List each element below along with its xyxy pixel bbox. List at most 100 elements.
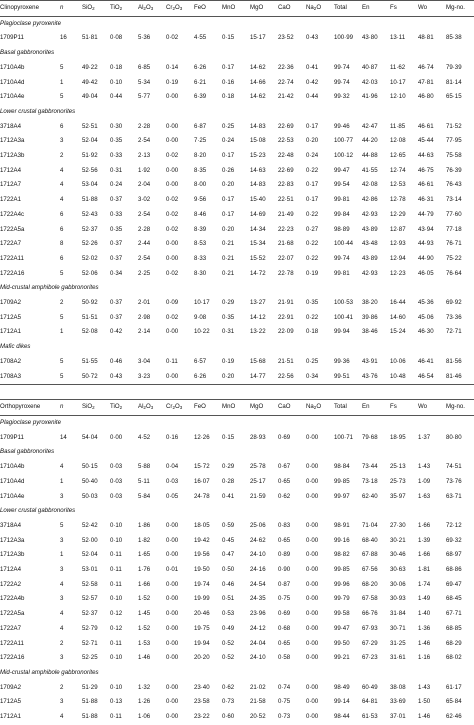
value-cell: 39·86 — [362, 313, 378, 321]
value-cell: 99·84 — [334, 210, 350, 218]
value-cell: 0·00 — [306, 624, 319, 632]
value-cell: 4 — [60, 624, 64, 632]
value-cell: 15·68 — [250, 357, 266, 365]
value-cell: 4 — [60, 713, 64, 721]
value-cell: 0·00 — [306, 683, 319, 691]
value-cell: 68·20 — [362, 580, 378, 588]
value-cell: 6·21 — [194, 78, 207, 86]
table-row: 1712A3b 1 52·04 0·11 1·65 0·00 19·56 0·47 24·10 0… — [0, 548, 474, 563]
value-cell: 0·15 — [222, 433, 235, 441]
group-label: Mid-crustal amphibole gabbronorites — [0, 668, 99, 676]
value-cell: 0·02 — [166, 34, 179, 42]
value-cell: 0·18 — [222, 93, 235, 101]
value-cell: 0·35 — [222, 313, 235, 321]
value-cell: 42·86 — [362, 196, 378, 204]
table-row: 1712A3a 3 52·04 0·35 2·54 0·00 7·25 0·24 15·08 22… — [0, 134, 474, 149]
value-cell: 0·00 — [166, 166, 179, 174]
value-cell: 67·93 — [362, 624, 378, 632]
value-cell: 0·00 — [306, 433, 319, 441]
value-cell: 52·56 — [82, 166, 98, 174]
value-cell: 21·49 — [278, 210, 294, 218]
value-cell: 22·07 — [278, 254, 294, 262]
value-cell: 4 — [60, 181, 64, 189]
group-heading: Mid-crustal amphibole gabbronorites — [0, 666, 474, 681]
value-cell: 0·24 — [306, 152, 319, 160]
value-cell: 1·32 — [138, 683, 151, 691]
value-cell: 43·91 — [362, 357, 378, 365]
value-cell: 0·20 — [222, 225, 235, 233]
value-cell: 52·00 — [82, 536, 98, 544]
value-cell: 0·03 — [110, 477, 123, 485]
value-cell: 51·55 — [82, 357, 98, 365]
value-cell: 52·02 — [82, 254, 98, 262]
value-cell: 45·06 — [418, 313, 434, 321]
table-row: 1722A7 8 52·26 0·37 2·44 0·00 8·53 0·21 15·34 21·… — [0, 237, 474, 252]
value-cell: 1·45 — [138, 610, 151, 618]
value-cell: 51·29 — [82, 683, 98, 691]
value-cell: 2·44 — [138, 240, 151, 248]
value-cell: 43·76 — [362, 372, 378, 380]
value-cell: 31·84 — [390, 610, 406, 618]
value-cell: 99·47 — [334, 166, 350, 174]
value-cell: 69·32 — [446, 536, 462, 544]
value-cell: 52·37 — [82, 610, 98, 618]
value-cell: 1·53 — [138, 639, 151, 647]
value-cell: 4 — [60, 610, 64, 618]
value-cell: 0·26 — [222, 166, 235, 174]
value-cell: 46·61 — [418, 122, 434, 130]
value-cell: 22·53 — [278, 137, 294, 145]
column-header: Mg-no. — [446, 399, 474, 416]
value-cell: 0·01 — [166, 566, 179, 574]
value-cell: 51·51 — [82, 313, 98, 321]
table-row: 3718A4 6 52·51 0·30 2·28 0·00 6·87 0·25 14·83 22·… — [0, 120, 474, 135]
value-cell: 0·02 — [166, 269, 179, 277]
value-cell: 0·44 — [306, 93, 319, 101]
value-cell: 8·35 — [194, 166, 207, 174]
value-cell: 99·32 — [334, 93, 350, 101]
value-cell: 6 — [60, 122, 64, 130]
value-cell: 98·91 — [334, 521, 350, 529]
value-cell: 11·62 — [390, 63, 406, 71]
value-cell: 98·49 — [334, 683, 350, 691]
value-cell: 2·14 — [138, 328, 151, 336]
value-cell: 99·21 — [334, 654, 350, 662]
value-cell: 1·46 — [418, 713, 431, 721]
value-cell: 0·27 — [306, 225, 319, 233]
value-cell: 0·65 — [278, 477, 291, 485]
value-cell: 99·85 — [334, 566, 350, 574]
value-cell: 52·42 — [82, 521, 98, 529]
group-label: Plagioclase pyroxenite — [0, 19, 61, 27]
value-cell: 6·57 — [194, 357, 207, 365]
value-cell: 0·24 — [110, 181, 123, 189]
table-row: 3718A4 5 52·42 0·10 1·86 0·00 18·05 0·59 25·06 0·… — [0, 519, 474, 534]
value-cell: 52·43 — [82, 210, 98, 218]
value-cell: 0·65 — [278, 536, 291, 544]
value-cell: 75·58 — [446, 152, 462, 160]
value-cell: 76·43 — [446, 181, 462, 189]
value-cell: 41·96 — [362, 93, 378, 101]
value-cell: 48·81 — [418, 34, 434, 42]
value-cell: 99·74 — [334, 63, 350, 71]
value-cell: 0·52 — [222, 639, 235, 647]
table-row: 1722A16 3 52·25 0·10 1·46 0·00 20·20 0·52 24·10 0… — [0, 651, 474, 666]
value-cell: 0·00 — [166, 372, 179, 380]
value-cell: 61·17 — [446, 683, 462, 691]
value-cell: 0·42 — [110, 328, 123, 336]
value-cell: 0·00 — [166, 122, 179, 130]
value-cell: 44·63 — [418, 152, 434, 160]
value-cell: 12·94 — [390, 254, 406, 262]
value-cell: 2 — [60, 639, 64, 647]
sample-id-cell: 1722A4c — [0, 210, 25, 218]
column-header: MgO — [250, 399, 278, 416]
value-cell: 8·00 — [194, 181, 207, 189]
sample-id-cell: 1722A7 — [0, 624, 22, 632]
value-cell: 3 — [60, 566, 64, 574]
sample-id-cell: 1722A7 — [0, 240, 22, 248]
value-cell: 15·34 — [250, 240, 266, 248]
value-cell: 0·00 — [306, 536, 319, 544]
column-header: MgO — [250, 0, 278, 17]
value-cell: 38·20 — [362, 299, 378, 307]
value-cell: 0·08 — [110, 34, 123, 42]
value-cell: 68·86 — [446, 566, 462, 574]
